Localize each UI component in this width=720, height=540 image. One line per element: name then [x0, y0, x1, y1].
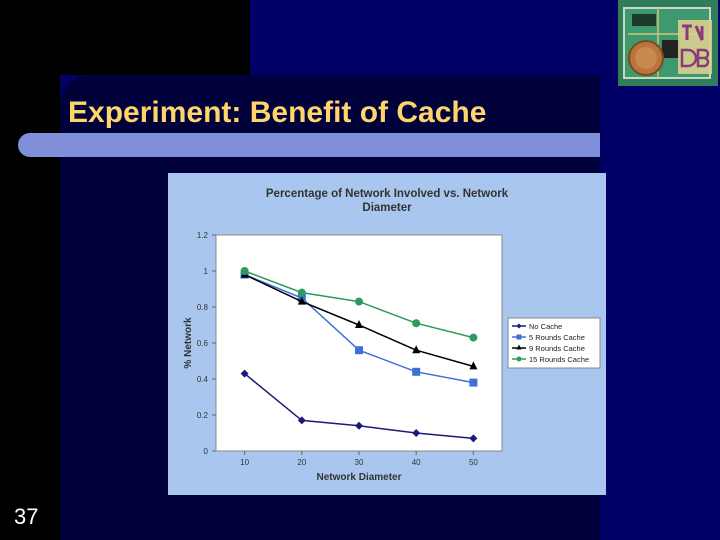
x-tick-label: 30 [355, 458, 364, 467]
circuit-board-logo-icon [618, 0, 718, 86]
legend-marker-no-cache [516, 323, 522, 329]
y-tick-label: 1 [204, 267, 209, 276]
data-point-15-rounds-cache [240, 267, 249, 275]
x-tick-label: 10 [240, 458, 249, 467]
y-tick-label: 1.2 [197, 231, 209, 240]
y-tick-label: 0.8 [197, 303, 209, 312]
x-tick-label: 20 [297, 458, 306, 467]
data-point-15-rounds-cache [469, 333, 478, 342]
data-point-15-rounds-cache [355, 297, 363, 306]
line-chart: Percentage of Network Involved vs. Netwo… [168, 173, 606, 495]
data-point-9-rounds-cache [412, 345, 421, 354]
y-tick-label: 0.4 [197, 375, 209, 384]
x-tick-label: 50 [469, 458, 478, 467]
data-point-9-rounds-cache [469, 361, 478, 370]
data-point-5-rounds-cache [469, 378, 478, 387]
legend-marker-9-rounds-cache [516, 344, 522, 350]
data-point-no-cache [412, 429, 421, 437]
legend-label-15-rounds-cache: 15 Rounds Cache [529, 355, 589, 364]
chart: Percentage of Network Involved vs. Netwo… [168, 173, 606, 495]
y-tick-label: 0.6 [197, 339, 209, 348]
data-point-no-cache [297, 416, 306, 425]
data-point-9-rounds-cache [297, 296, 306, 305]
legend-marker-15-rounds-cache [516, 356, 522, 362]
background-left-band [0, 0, 60, 540]
legend-label-5-rounds-cache: 5 Rounds Cache [529, 333, 585, 342]
y-axis-label: % Network [183, 317, 194, 369]
plot-area [215, 234, 503, 452]
page-number: 37 [14, 504, 39, 529]
data-point-15-rounds-cache [412, 319, 421, 328]
legend-label-no-cache: No Cache [529, 322, 562, 331]
y-tick-label: 0.2 [197, 411, 209, 420]
slide-title: Experiment: Benefit of Cache [68, 96, 487, 129]
data-point-5-rounds-cache [412, 367, 421, 376]
data-point-no-cache [240, 369, 249, 378]
title-underline-bar [18, 133, 600, 157]
background-top-band [0, 0, 250, 75]
chart-title-line-1: Percentage of Network Involved vs. Netwo… [266, 188, 509, 200]
x-tick-label: 40 [412, 458, 421, 467]
data-point-no-cache [355, 421, 363, 430]
data-point-9-rounds-cache [355, 320, 363, 328]
y-tick-label: 0 [204, 447, 209, 456]
chart-title-line-2: Diameter [362, 202, 412, 214]
data-point-no-cache [469, 434, 478, 443]
x-axis-label: Network Diameter [316, 472, 401, 483]
data-point-5-rounds-cache [355, 346, 363, 355]
data-point-15-rounds-cache [297, 288, 306, 297]
legend-marker-5-rounds-cache [516, 334, 522, 340]
legend-label-9-rounds-cache: 9 Rounds Cache [529, 344, 585, 353]
